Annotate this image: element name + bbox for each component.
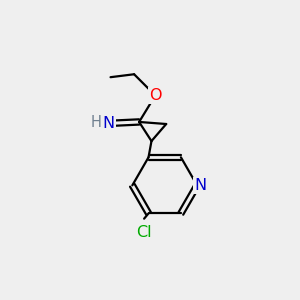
Text: O: O (149, 88, 161, 103)
Text: N: N (195, 178, 207, 193)
Text: Cl: Cl (136, 225, 152, 240)
Text: H: H (90, 115, 101, 130)
Text: N: N (102, 116, 114, 131)
